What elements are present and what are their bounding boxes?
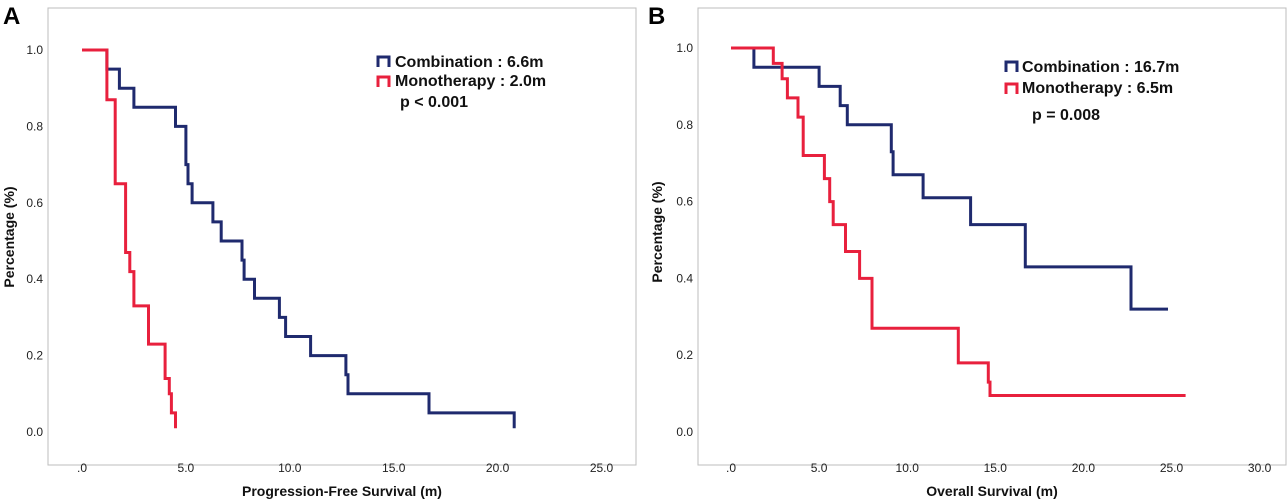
panel-a-y-tick-label: 0.2: [26, 349, 43, 363]
panel-b-x-tick-label: 30.0: [1248, 461, 1272, 475]
panel-a-letter: A: [3, 3, 20, 30]
panel-b-frame: [697, 7, 1287, 466]
panel-b-monotherapy-curve: [731, 46, 1186, 397]
panel-a-y-axis-label: Percentage (%): [1, 186, 17, 287]
panel-b-legend-swatch-monotherapy: [1004, 82, 1019, 94]
panel-b-y-tick-label: 0.8: [676, 118, 693, 132]
panel-a-x-tick-label: 20.0: [486, 461, 510, 475]
panel-b-combination-curve: [731, 46, 1168, 311]
panel-b-legend-swatch-combination: [1004, 60, 1019, 72]
panel-b-y-tick-label: 0.6: [676, 195, 693, 209]
panel-a-y-tick-label: 0.4: [26, 272, 43, 286]
panel-a: A 0.0 0.2 0.4 0.6 0.8 1.0 .0 5.0 10.0 15.0 20.0 25…: [1, 3, 637, 499]
panel-a-x-tick-label: 10.0: [278, 461, 302, 475]
panel-b-series: [731, 46, 1186, 397]
panel-b-x-tick-label: 25.0: [1160, 461, 1184, 475]
panel-a-legend-combination: Combination : 6.6m: [395, 54, 543, 71]
panel-b-y-tick-label: 0.4: [676, 271, 693, 285]
panel-b-legend-monotherapy: Monotherapy : 6.5m: [1022, 80, 1173, 97]
panel-a-x-ticks: .0 5.0 10.0 15.0 20.0 25.0: [77, 461, 614, 475]
panel-b-x-ticks: .0 5.0 10.0 15.0 20.0 25.0 30.0: [726, 461, 1272, 475]
panel-b-legend: Combination : 16.7m Monotherapy : 6.5m p…: [1004, 59, 1179, 124]
panel-b-y-tick-label: 0.2: [676, 348, 693, 362]
panel-b: B 0.0 0.2 0.4 0.6 0.8 1.0 .0 5.0 10.0 15.0 20.0 25…: [648, 3, 1287, 499]
panel-a-y-ticks: 0.0 0.2 0.4 0.6 0.8 1.0: [26, 43, 43, 439]
panel-a-y-tick-label: 0.8: [26, 119, 43, 133]
panel-a-monotherapy-curve: [82, 48, 177, 429]
panel-a-legend-monotherapy: Monotherapy : 2.0m: [395, 73, 546, 90]
panel-a-y-tick-label: 1.0: [26, 43, 43, 57]
panel-b-x-axis-label: Overall Survival (m): [926, 483, 1058, 499]
panel-a-y-tick-label: 0.0: [26, 425, 43, 439]
panel-b-y-axis-label: Percentage (%): [649, 181, 665, 282]
panel-a-frame: [47, 7, 637, 466]
panel-a-series: [82, 48, 516, 429]
panel-a-combination-curve: [82, 48, 516, 429]
panel-a-legend-swatch-monotherapy: [376, 75, 391, 87]
panel-b-y-tick-label: 0.0: [676, 425, 693, 439]
panel-b-y-tick-label: 1.0: [676, 41, 693, 55]
panel-a-x-tick-label: .0: [77, 461, 87, 475]
panel-a-legend: Combination : 6.6m Monotherapy : 2.0m p …: [376, 54, 546, 111]
panel-b-x-tick-label: 20.0: [1072, 461, 1096, 475]
panel-b-x-tick-label: .0: [726, 461, 736, 475]
panel-a-x-tick-label: 15.0: [382, 461, 406, 475]
panel-b-x-tick-label: 15.0: [984, 461, 1008, 475]
panel-a-legend-swatch-combination: [376, 55, 391, 67]
panel-b-x-tick-label: 5.0: [811, 461, 828, 475]
panel-b-letter: B: [648, 3, 665, 30]
panel-a-x-tick-label: 25.0: [590, 461, 614, 475]
panel-a-p-value: p < 0.001: [400, 94, 468, 111]
panel-b-legend-combination: Combination : 16.7m: [1022, 59, 1179, 76]
panel-a-x-tick-label: 5.0: [178, 461, 195, 475]
panel-a-x-axis-label: Progression-Free Survival (m): [242, 483, 442, 499]
panel-b-p-value: p = 0.008: [1032, 107, 1100, 124]
panel-b-y-ticks: 0.0 0.2 0.4 0.6 0.8 1.0: [676, 41, 693, 439]
panel-a-y-tick-label: 0.6: [26, 196, 43, 210]
panel-b-x-tick-label: 10.0: [896, 461, 920, 475]
